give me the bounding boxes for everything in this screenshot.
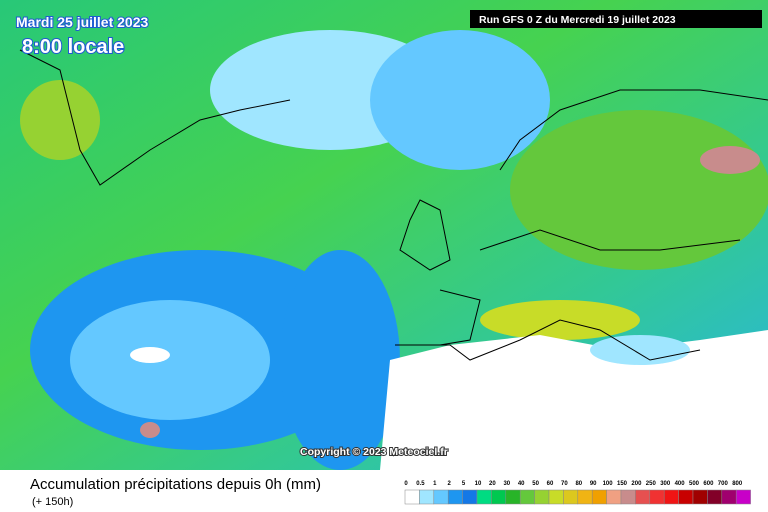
legend-swatch	[649, 489, 665, 505]
legend-label: 700	[718, 481, 729, 487]
legend-swatch	[577, 489, 593, 505]
legend-label: 600	[703, 481, 714, 487]
legend-label: 150	[617, 481, 628, 487]
legend-label: 800	[732, 481, 743, 487]
legend-swatch	[519, 489, 535, 505]
legend-label: 5	[462, 481, 466, 487]
footer-subtitle: (+ 150h)	[32, 496, 73, 508]
legend-swatch	[663, 489, 679, 505]
forecast-time: 8:00 locale	[22, 36, 124, 58]
run-box	[470, 10, 762, 28]
legend-swatch	[678, 489, 694, 505]
legend-label: 100	[603, 481, 614, 487]
legend: 0 0.5 1 2 5 10 20 30 40 50 60 70 80 90 100 150 200 250 300…	[404, 481, 751, 505]
legend-swatch	[692, 489, 708, 505]
legend-label: 30	[503, 481, 510, 487]
legend-label: 0.5	[416, 481, 425, 487]
legend-swatch	[591, 489, 607, 505]
legend-label: 20	[489, 481, 496, 487]
run-info: Run GFS 0 Z du Mercredi 19 juillet 2023	[479, 14, 676, 26]
legend-swatch	[433, 489, 449, 505]
footer-title: Accumulation précipitations depuis 0h (m…	[30, 476, 321, 493]
legend-swatch	[635, 489, 651, 505]
legend-label: 80	[575, 481, 582, 487]
legend-label: 90	[590, 481, 597, 487]
precip-field	[0, 0, 768, 470]
legend-swatch	[534, 489, 550, 505]
legend-swatch	[419, 489, 435, 505]
legend-swatch	[404, 489, 420, 505]
legend-swatch	[606, 489, 622, 505]
coastlines	[19, 49, 768, 361]
legend-swatch	[563, 489, 579, 505]
legend-label: 70	[561, 481, 568, 487]
legend-swatch	[548, 489, 564, 505]
legend-label: 1	[433, 481, 437, 487]
legend-label: 300	[660, 481, 671, 487]
legend-label: 40	[518, 481, 525, 487]
legend-label: 500	[689, 481, 700, 487]
legend-swatch	[721, 489, 737, 505]
legend-label: 2	[448, 481, 452, 487]
legend-swatch	[491, 489, 507, 505]
copyright: Copyright © 2023 Meteociel.fr	[300, 446, 448, 458]
legend-swatch	[476, 489, 492, 505]
forecast-date: Mardi 25 juillet 2023	[16, 14, 148, 30]
legend-label: 250	[646, 481, 657, 487]
legend-swatch	[462, 489, 478, 505]
legend-swatch	[447, 489, 463, 505]
legend-label: 200	[631, 481, 642, 487]
legend-swatch	[620, 489, 636, 505]
legend-label: 50	[532, 481, 539, 487]
legend-swatch	[505, 489, 521, 505]
legend-swatch	[707, 489, 723, 505]
legend-label: 60	[547, 481, 554, 487]
legend-label: 0	[404, 481, 408, 487]
legend-label: 10	[475, 481, 482, 487]
legend-label: 400	[675, 481, 686, 487]
legend-swatch	[735, 489, 751, 505]
